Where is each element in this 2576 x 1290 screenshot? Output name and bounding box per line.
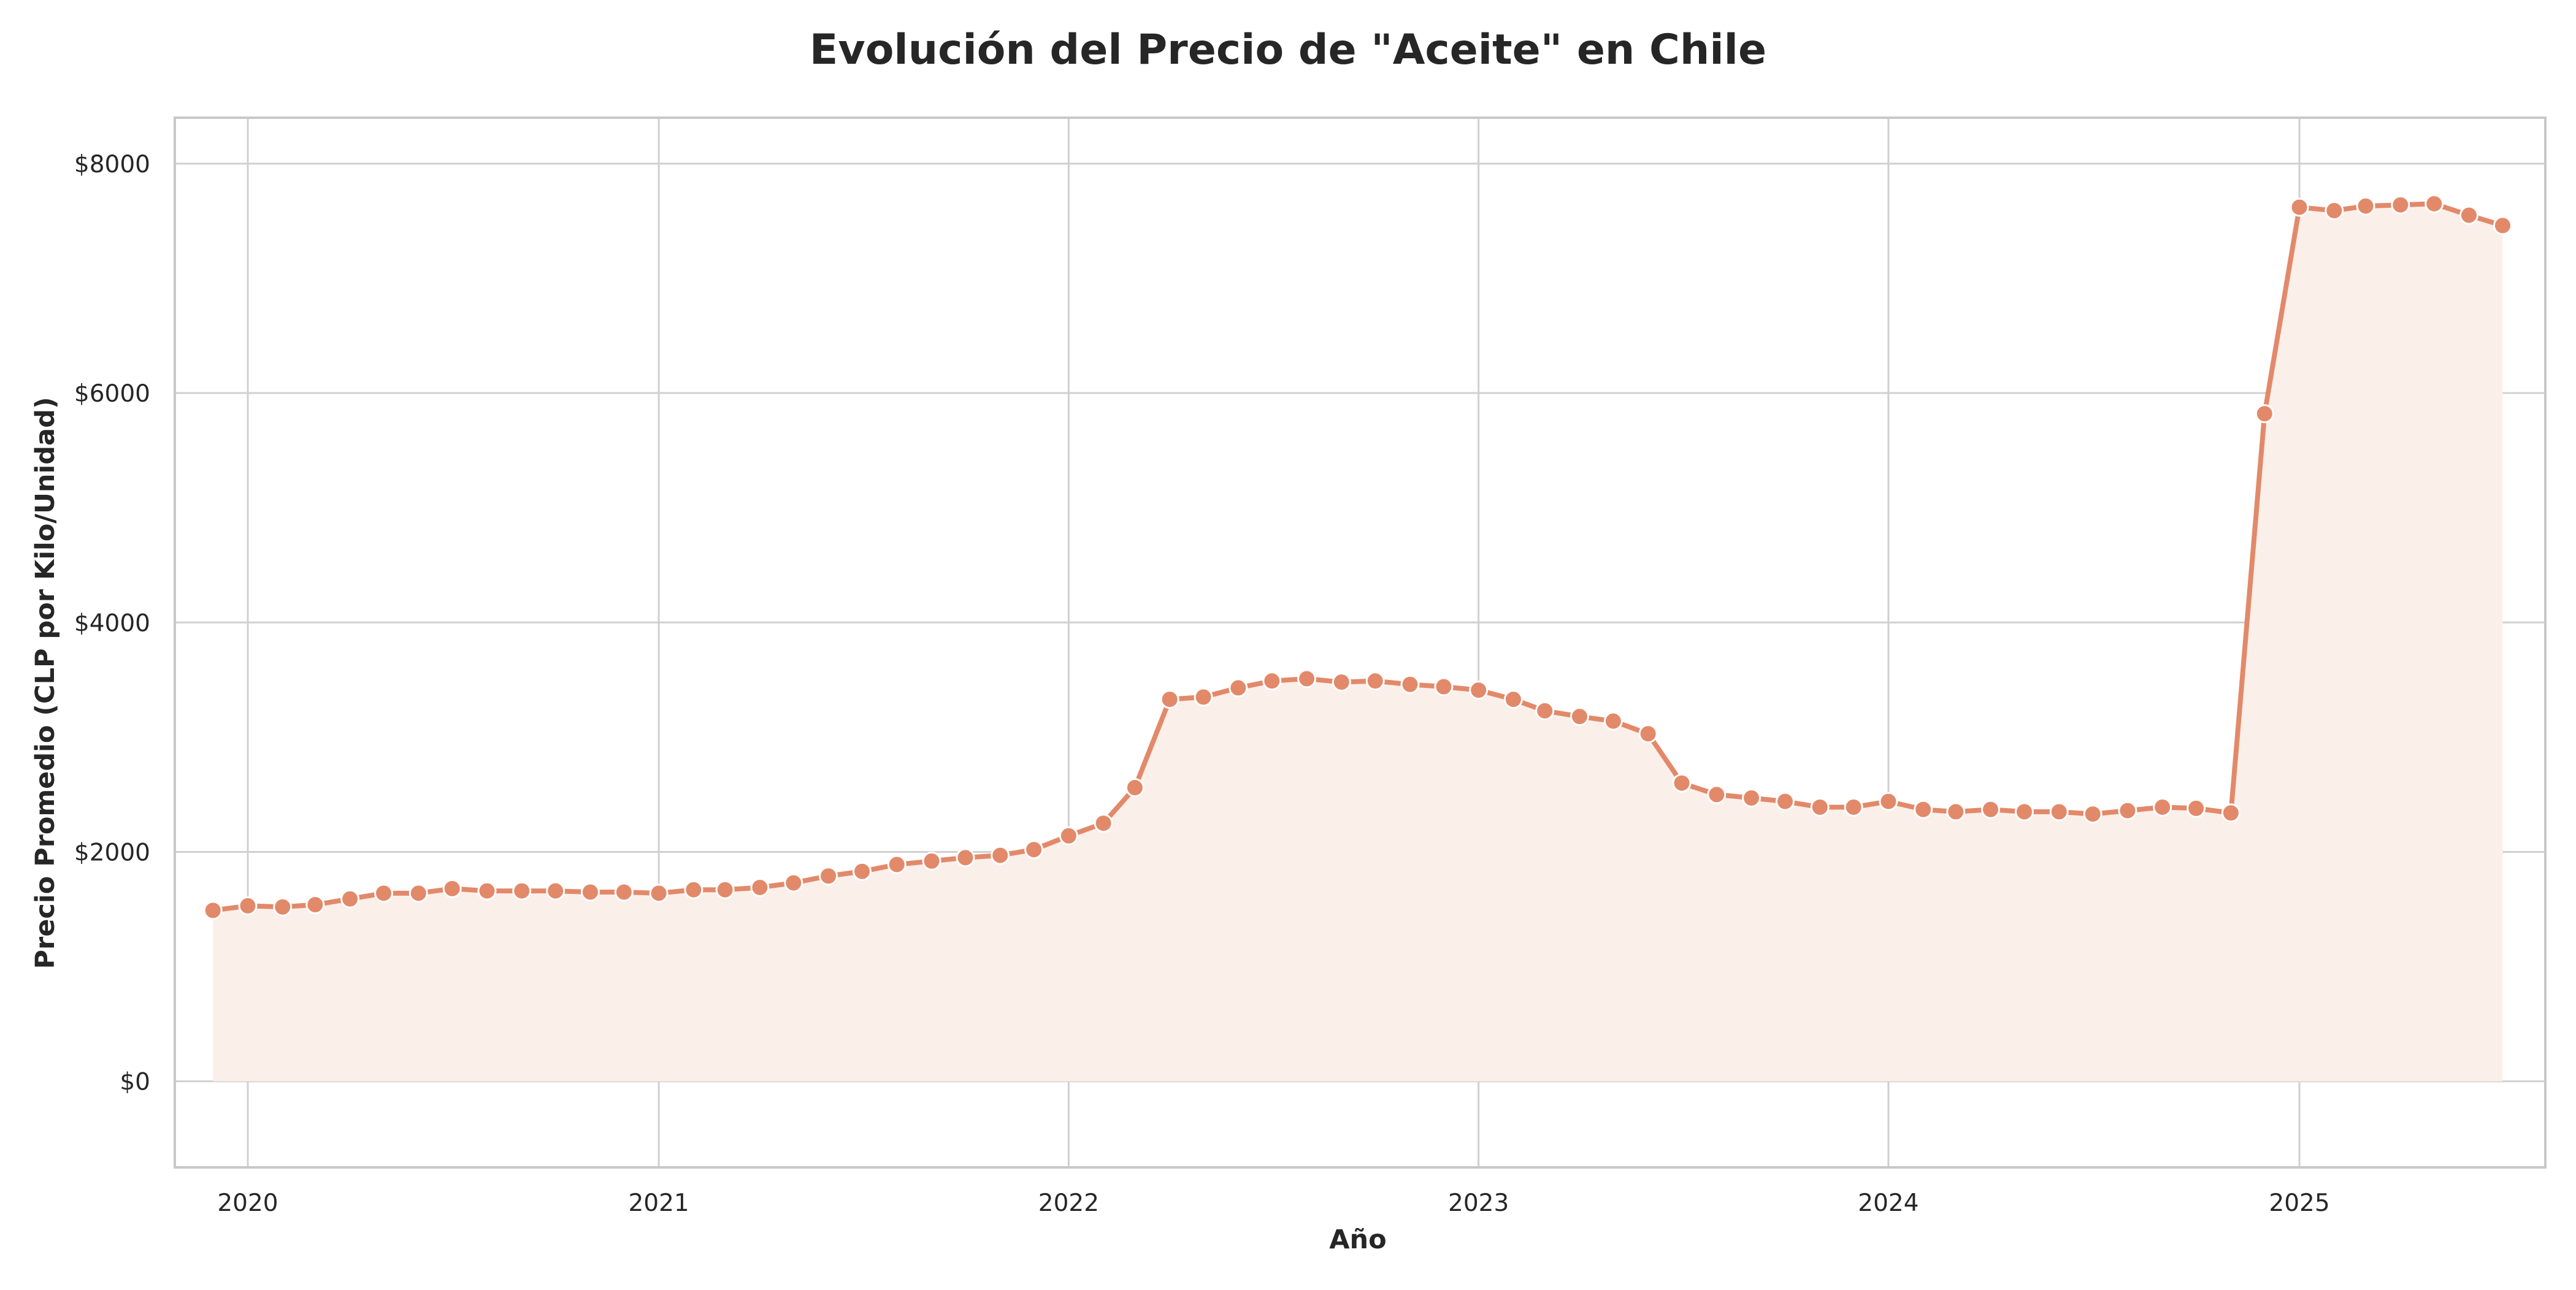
- chart-title: Evolución del Precio de "Aceite" en Chil…: [810, 26, 1766, 74]
- data-point: [1844, 797, 1863, 817]
- data-point: [1914, 800, 1933, 819]
- data-point: [2325, 201, 2344, 221]
- y-tick-label: $8000: [74, 151, 150, 178]
- data-point: [1570, 707, 1589, 727]
- data-point: [1503, 690, 1523, 709]
- data-point: [991, 845, 1010, 865]
- data-point: [1297, 669, 1317, 689]
- data-point: [1024, 840, 1044, 860]
- data-point: [2049, 802, 2069, 822]
- data-point: [1400, 674, 1420, 694]
- data-point: [203, 901, 223, 920]
- x-tick-labels: 2020 2021 2022 2023 2024 2025: [217, 1189, 2329, 1217]
- data-point: [2493, 216, 2512, 235]
- x-axis-label: Año: [1329, 1224, 1386, 1255]
- data-point: [273, 897, 293, 917]
- data-point: [1365, 671, 1385, 691]
- x-tick-label: 2024: [1858, 1189, 1919, 1217]
- data-point: [1946, 802, 1966, 822]
- data-point: [2118, 801, 2137, 820]
- plot-frame: [174, 116, 2547, 1169]
- y-tick-label: $6000: [74, 380, 150, 408]
- y-tick-label: $0: [120, 1069, 150, 1096]
- data-point: [956, 848, 975, 868]
- data-point: [1672, 773, 1692, 793]
- data-point: [1332, 673, 1351, 692]
- data-point: [853, 861, 872, 881]
- data-point: [546, 881, 565, 901]
- data-point: [887, 855, 907, 874]
- data-point: [408, 884, 428, 903]
- data-point: [238, 896, 258, 915]
- area-under-line: [213, 204, 2503, 1082]
- data-point: [715, 880, 735, 899]
- data-point: [2221, 803, 2241, 823]
- data-point: [374, 884, 394, 903]
- data-point: [1981, 800, 2001, 819]
- data-point: [1059, 826, 1078, 845]
- data-point: [750, 877, 770, 897]
- data-point: [614, 882, 634, 902]
- data-point: [442, 879, 462, 898]
- data-point: [1742, 788, 1761, 808]
- data-points: [203, 194, 2512, 920]
- data-point: [477, 881, 497, 901]
- data-point: [2391, 195, 2410, 215]
- data-point: [512, 881, 532, 901]
- data-point: [2255, 404, 2274, 424]
- data-point: [2425, 194, 2444, 213]
- data-point: [1125, 778, 1144, 798]
- y-tick-labels: $0 $2000 $4000 $6000 $8000: [74, 151, 150, 1096]
- data-point: [1810, 797, 1830, 817]
- data-point: [2290, 197, 2309, 217]
- data-point: [819, 866, 838, 886]
- data-point: [2187, 798, 2206, 818]
- data-point: [2153, 797, 2172, 817]
- y-tick-label: $4000: [74, 609, 150, 637]
- data-point: [1434, 677, 1454, 697]
- data-point: [1603, 711, 1623, 731]
- data-point: [684, 880, 703, 899]
- y-axis-label: Precio Promedio (CLP por Kilo/Unidad): [30, 397, 61, 969]
- data-point: [580, 882, 600, 902]
- data-point: [1262, 671, 1282, 691]
- data-point: [305, 895, 325, 915]
- data-point: [1879, 792, 1898, 811]
- data-point: [922, 851, 941, 871]
- data-point: [1160, 690, 1179, 709]
- data-point: [1535, 701, 1555, 720]
- x-tick-label: 2020: [217, 1189, 278, 1217]
- data-point: [1229, 678, 1248, 698]
- data-point: [2356, 196, 2375, 216]
- data-point: [1469, 681, 1489, 700]
- data-point: [1775, 792, 1795, 811]
- y-tick-label: $2000: [74, 839, 150, 866]
- x-tick-label: 2025: [2269, 1189, 2329, 1217]
- data-point: [1194, 687, 1213, 707]
- x-tick-label: 2023: [1448, 1189, 1509, 1217]
- x-tick-label: 2022: [1038, 1189, 1099, 1217]
- data-point: [2014, 802, 2034, 822]
- data-point: [2459, 205, 2478, 225]
- data-point: [340, 889, 360, 909]
- data-point: [1707, 785, 1727, 804]
- data-point: [649, 884, 669, 903]
- data-point: [1638, 724, 1658, 744]
- data-point: [784, 873, 803, 893]
- data-point: [2083, 804, 2103, 824]
- data-point: [1094, 814, 1113, 833]
- x-tick-label: 2021: [628, 1189, 689, 1217]
